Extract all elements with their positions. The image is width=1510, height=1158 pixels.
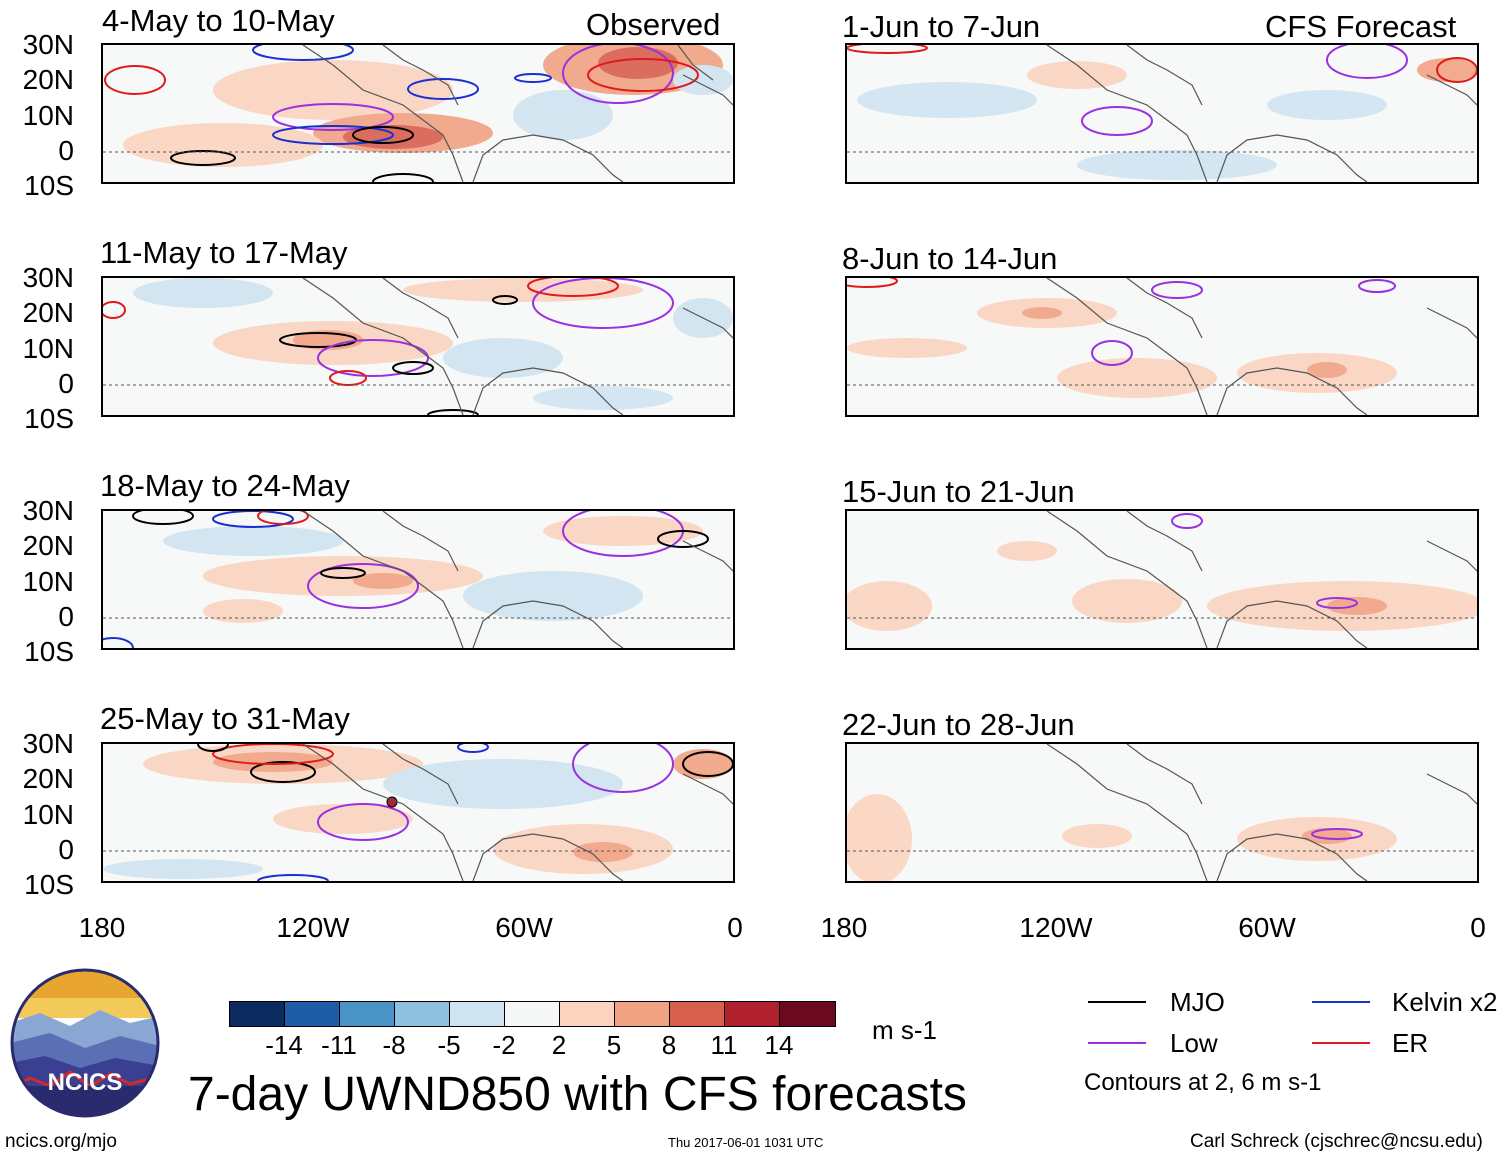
panel-title-right-3: 15-Jun to 21-Jun <box>842 474 1075 509</box>
panel-title-left-4: 25-May to 31-May <box>100 701 350 736</box>
legend-label-mjo: MJO <box>1170 987 1225 1017</box>
main-title: 7-day UWND850 with CFS forecasts <box>188 1068 967 1121</box>
y-label: 10N <box>22 333 74 364</box>
coastline <box>302 45 733 182</box>
y-label: 20N <box>22 64 74 95</box>
y-label: 30N <box>22 728 74 759</box>
legend-line-kelvin <box>1312 1001 1370 1003</box>
legend-label-er: ER <box>1392 1028 1429 1058</box>
colorbar-swatch <box>395 1002 450 1026</box>
legend-label-kelvin: Kelvin x2 <box>1392 987 1498 1017</box>
panel-tag-cfs-forecast: CFS Forecast <box>1265 9 1457 44</box>
colorbar-swatch <box>725 1002 780 1026</box>
map-panel-right-2 <box>845 276 1479 417</box>
colorbar-swatch <box>285 1002 340 1026</box>
x-label: 60W <box>1238 912 1296 943</box>
colorbar-swatch <box>780 1002 835 1026</box>
panel-title-right-4: 22-Jun to 28-Jun <box>842 707 1075 742</box>
map-panel-left-1 <box>101 43 735 184</box>
x-label: 180 <box>820 912 868 943</box>
ncics-logo: NCICS <box>10 968 160 1118</box>
panel-title-left-2: 11-May to 17-May <box>100 235 348 270</box>
y-label: 0 <box>58 135 74 166</box>
map-panel-left-3 <box>101 509 735 650</box>
y-label: 30N <box>22 29 74 60</box>
colorbar-swatch <box>505 1002 560 1026</box>
map-panel-left-4 <box>101 742 735 883</box>
logo-text: NCICS <box>48 1069 123 1096</box>
colorbar-units: m s-1 <box>872 1015 937 1045</box>
map-panel-left-2 <box>101 276 735 417</box>
footer-url: ncics.org/mjo <box>5 1131 117 1152</box>
y-label: 10N <box>22 566 74 597</box>
colorbar-label: 8 <box>661 1030 677 1060</box>
x-label: 0 <box>1470 912 1486 943</box>
y-label: 0 <box>58 834 74 865</box>
y-label: 10S <box>24 170 74 201</box>
y-label: 30N <box>22 262 74 293</box>
y-label: 10N <box>22 100 74 131</box>
colorbar-swatch <box>615 1002 670 1026</box>
x-label: 60W <box>495 912 553 943</box>
map-panel-right-1 <box>845 43 1479 184</box>
panel-title-left-1: 4-May to 10-May <box>102 3 335 38</box>
x-label: 120W <box>276 912 350 943</box>
y-label: 0 <box>58 601 74 632</box>
footer-timestamp: Thu 2017-06-01 1031 UTC <box>668 1135 824 1150</box>
y-label: 30N <box>22 495 74 526</box>
y-label: 10N <box>22 799 74 830</box>
panel-title-right-2: 8-Jun to 14-Jun <box>842 241 1058 276</box>
colorbar-label: 11 <box>710 1030 738 1060</box>
y-label: 20N <box>22 763 74 794</box>
anomaly-shading <box>123 45 733 167</box>
colorbar-swatch <box>560 1002 615 1026</box>
panel-title-left-3: 18-May to 24-May <box>100 468 350 503</box>
map-panel-right-3 <box>845 509 1479 650</box>
y-label: 20N <box>22 297 74 328</box>
colorbar-label: -14 <box>265 1030 303 1060</box>
colorbar-label: -2 <box>492 1030 516 1060</box>
panel-title-right-1: 1-Jun to 7-Jun <box>842 9 1041 44</box>
colorbar-swatch <box>670 1002 725 1026</box>
colorbar-label: -8 <box>382 1030 406 1060</box>
map-panel-right-4 <box>845 742 1479 883</box>
colorbar-label: 5 <box>606 1030 622 1060</box>
colorbar-swatch <box>230 1002 285 1026</box>
x-label: 180 <box>78 912 126 943</box>
legend-line-er <box>1312 1042 1370 1044</box>
y-label: 10S <box>24 869 74 900</box>
panel-tag-observed: Observed <box>586 7 721 42</box>
colorbar-label: 2 <box>551 1030 567 1060</box>
legend-line-mjo <box>1088 1001 1146 1003</box>
legend-label-low: Low <box>1170 1028 1218 1058</box>
x-label: 120W <box>1019 912 1093 943</box>
colorbar <box>229 1001 836 1027</box>
x-label: 0 <box>727 912 743 943</box>
y-label: 20N <box>22 530 74 561</box>
colorbar-swatch <box>340 1002 395 1026</box>
y-label: 0 <box>58 368 74 399</box>
y-label: 10S <box>24 403 74 434</box>
legend-line-low <box>1088 1042 1146 1044</box>
colorbar-label: 14 <box>764 1030 794 1060</box>
footer-author: Carl Schreck (cjschrec@ncsu.edu) <box>1190 1131 1483 1152</box>
y-label: 10S <box>24 636 74 667</box>
legend-note: Contours at 2, 6 m s-1 <box>1084 1069 1322 1096</box>
colorbar-label: -11 <box>321 1030 357 1060</box>
colorbar-label: -5 <box>437 1030 461 1060</box>
colorbar-swatch <box>450 1002 505 1026</box>
